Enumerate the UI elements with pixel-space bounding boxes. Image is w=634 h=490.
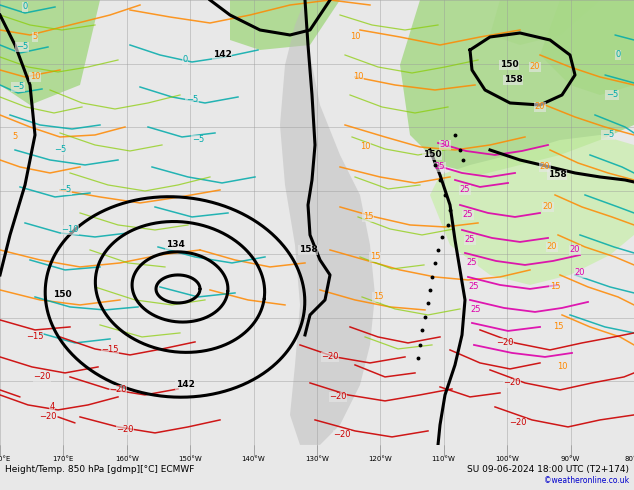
Text: −20: −20 <box>321 352 339 362</box>
Text: −5: −5 <box>186 96 198 104</box>
Text: −20: −20 <box>33 372 51 381</box>
Text: 25: 25 <box>469 282 479 292</box>
Text: −20: −20 <box>496 339 514 347</box>
Text: 25: 25 <box>471 305 481 315</box>
Text: 158: 158 <box>548 171 566 179</box>
Text: 142: 142 <box>176 380 195 390</box>
Text: 142: 142 <box>212 50 231 59</box>
Text: 0: 0 <box>183 55 188 65</box>
Text: 150: 150 <box>53 291 71 299</box>
Text: 25: 25 <box>463 211 473 220</box>
Text: 134: 134 <box>165 241 184 249</box>
Text: 25: 25 <box>460 186 470 195</box>
Text: −10: −10 <box>61 225 79 234</box>
Text: Height/Temp. 850 hPa [gdmp][°C] ECMWF: Height/Temp. 850 hPa [gdmp][°C] ECMWF <box>5 466 195 474</box>
Text: 150: 150 <box>423 150 441 159</box>
Polygon shape <box>540 0 634 95</box>
Text: 158: 158 <box>503 75 522 84</box>
Text: 10: 10 <box>30 73 40 81</box>
Polygon shape <box>490 0 600 45</box>
Text: 30: 30 <box>440 141 450 149</box>
Text: 150°W: 150°W <box>178 456 202 462</box>
Text: −5: −5 <box>59 186 71 195</box>
Polygon shape <box>0 0 100 105</box>
Text: 100°W: 100°W <box>495 456 519 462</box>
Text: 5: 5 <box>13 132 18 142</box>
Text: 80°W: 80°W <box>624 456 634 462</box>
Text: 25: 25 <box>435 163 445 172</box>
Text: 15: 15 <box>363 213 373 221</box>
Text: −5: −5 <box>54 146 66 154</box>
Text: 20: 20 <box>575 269 585 277</box>
Text: 20: 20 <box>534 102 545 112</box>
Text: 15: 15 <box>370 252 380 262</box>
Text: 25: 25 <box>465 236 476 245</box>
Polygon shape <box>230 0 340 50</box>
Text: 15: 15 <box>553 322 563 331</box>
Text: −20: −20 <box>509 418 527 427</box>
Text: 120°W: 120°W <box>368 456 392 462</box>
Text: −20: −20 <box>329 392 347 401</box>
Text: −20: −20 <box>503 378 521 388</box>
Text: −5: −5 <box>12 82 24 92</box>
Text: 15: 15 <box>550 282 560 292</box>
Text: −20: −20 <box>333 430 351 440</box>
Text: 15: 15 <box>373 293 383 301</box>
Text: 5: 5 <box>32 32 37 42</box>
Text: −5: −5 <box>16 43 28 51</box>
Polygon shape <box>280 0 375 445</box>
Text: 10: 10 <box>557 363 567 371</box>
Text: −20: −20 <box>39 413 57 421</box>
Text: 4: 4 <box>49 402 55 412</box>
Text: 20: 20 <box>540 163 550 172</box>
Text: 0: 0 <box>22 2 28 11</box>
Text: 10: 10 <box>350 32 360 42</box>
Text: 20: 20 <box>547 243 557 251</box>
Text: 90°W: 90°W <box>560 456 579 462</box>
Text: 0: 0 <box>616 50 621 59</box>
Text: −5: −5 <box>602 130 614 140</box>
Text: ©weatheronline.co.uk: ©weatheronline.co.uk <box>544 476 629 485</box>
Text: −15: −15 <box>101 345 119 354</box>
Text: 170°E: 170°E <box>53 456 74 462</box>
Text: −15: −15 <box>26 332 44 342</box>
Polygon shape <box>0 0 634 445</box>
Text: 20: 20 <box>530 63 540 72</box>
Text: 10: 10 <box>359 143 370 151</box>
Text: 20: 20 <box>570 245 580 254</box>
Text: −20: −20 <box>109 386 127 394</box>
Polygon shape <box>400 0 634 175</box>
Text: SU 09-06-2024 18:00 UTC (T2+174): SU 09-06-2024 18:00 UTC (T2+174) <box>467 466 629 474</box>
Text: 180°E: 180°E <box>0 456 11 462</box>
Text: −20: −20 <box>116 425 134 435</box>
Text: 160°W: 160°W <box>115 456 139 462</box>
Text: 25: 25 <box>467 258 477 268</box>
Text: 158: 158 <box>299 245 318 254</box>
Text: 20: 20 <box>543 202 553 212</box>
Text: −5: −5 <box>192 135 204 145</box>
Text: 150: 150 <box>500 60 519 70</box>
Text: 140°W: 140°W <box>241 456 265 462</box>
Polygon shape <box>430 135 634 285</box>
Text: 110°W: 110°W <box>431 456 455 462</box>
Text: 130°W: 130°W <box>305 456 329 462</box>
Text: −5: −5 <box>606 91 618 99</box>
Text: 10: 10 <box>353 73 363 81</box>
